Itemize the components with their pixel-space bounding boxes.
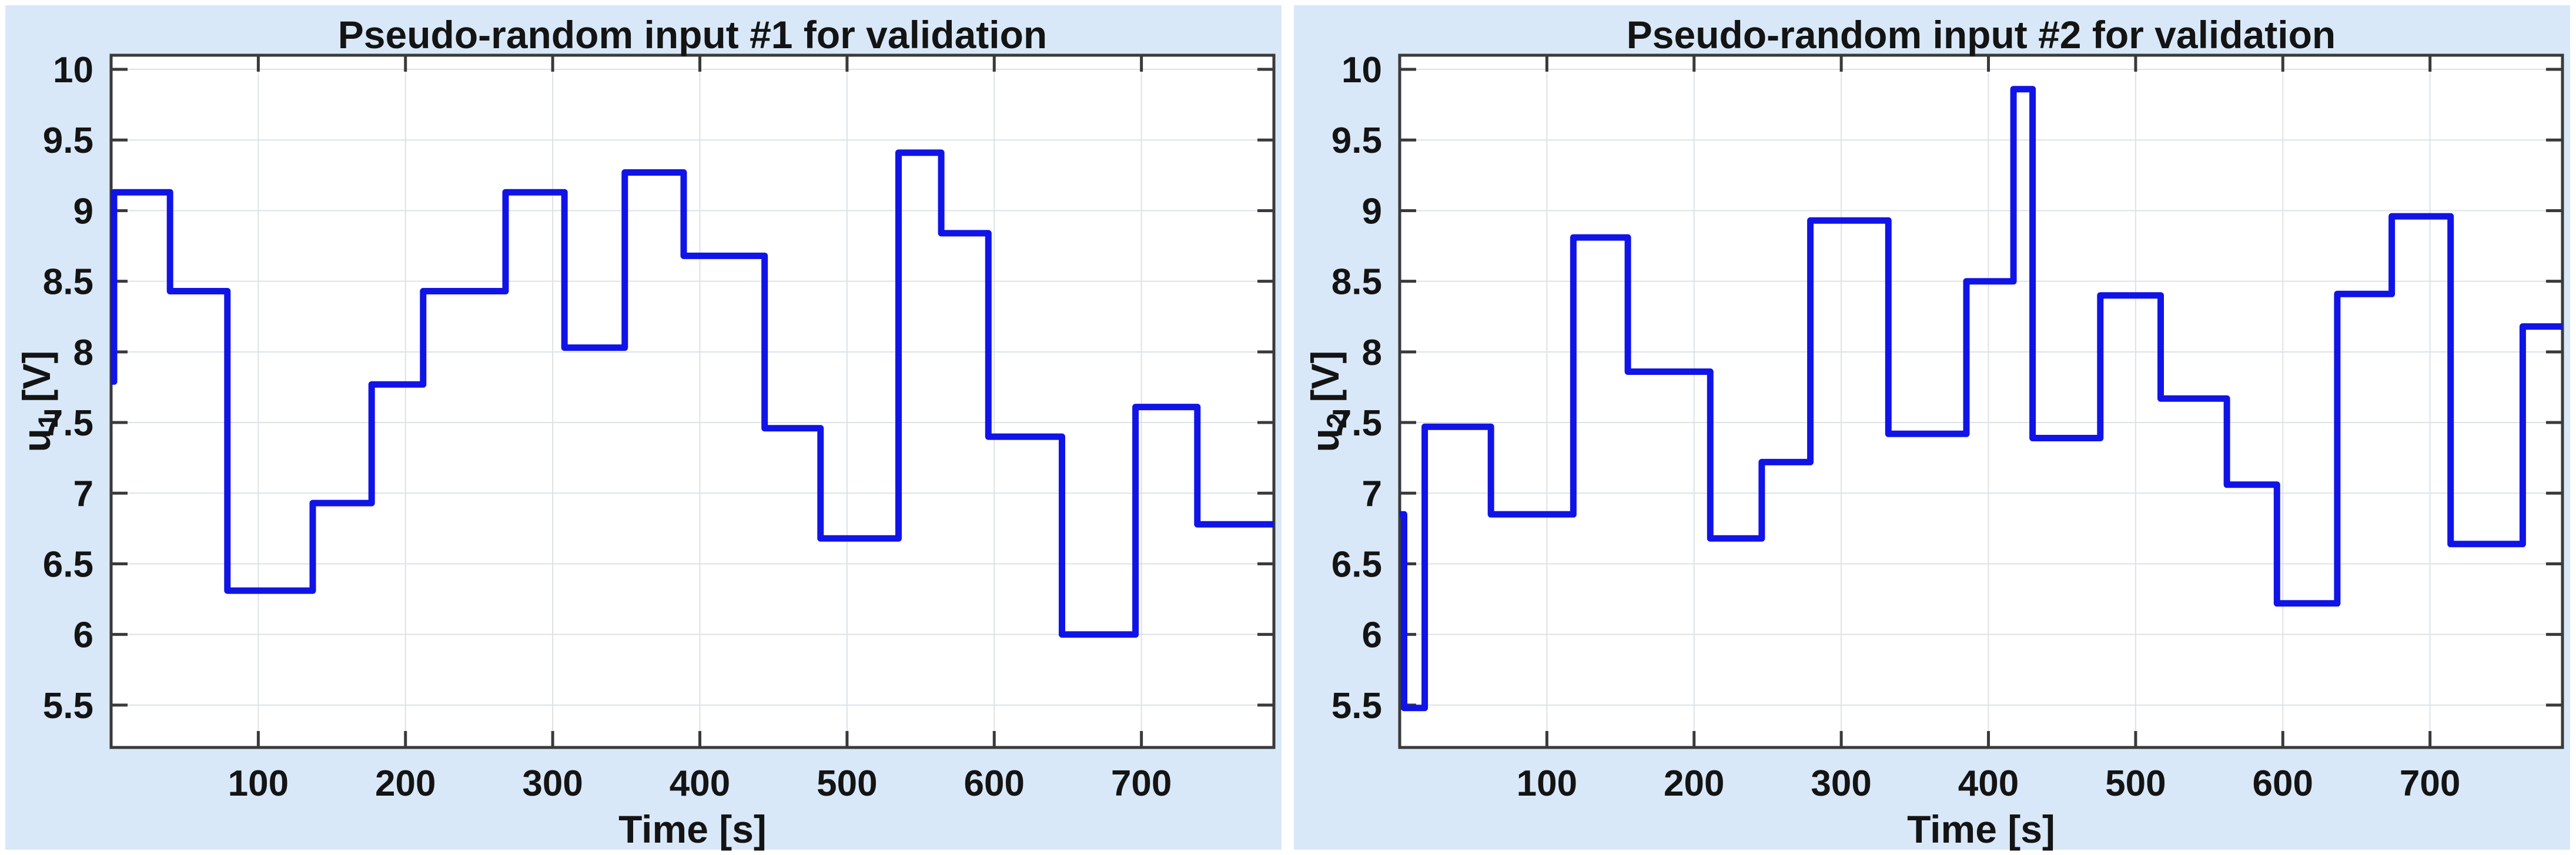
y-label-unit: [V] — [14, 350, 58, 413]
y-tick-label: 10 — [53, 50, 93, 90]
y-tick-label: 6 — [1362, 615, 1382, 656]
x-tick-label: 600 — [964, 763, 1025, 804]
plot-area — [1400, 55, 2562, 747]
y-tick-label: 9 — [73, 191, 93, 232]
x-tick-label: 200 — [375, 763, 436, 804]
y-tick-label: 9 — [1362, 191, 1382, 232]
x-tick-label: 500 — [817, 763, 877, 804]
x-tick-label: 100 — [1517, 763, 1577, 804]
x-tick-label: 200 — [1664, 763, 1724, 804]
y-tick-label: 7.5 — [1332, 403, 1382, 444]
chart-panel-1: 100 200 300 400 500 600 700 5.5 6 6.5 7 7.5 8 8.5 9 9.5… — [5, 5, 1282, 850]
plot-area — [111, 55, 1274, 747]
x-tick-label: 700 — [2400, 763, 2460, 804]
y-axis-label: u2 [V] — [1303, 350, 1353, 452]
y-label-unit: [V] — [1303, 350, 1347, 413]
y-tick-label: 8 — [1362, 333, 1382, 373]
x-tick-label: 100 — [228, 763, 289, 804]
axes-box — [109, 53, 1276, 749]
y-tick-label: 7 — [73, 474, 93, 514]
y-tick-label: 7.5 — [43, 403, 93, 444]
y-tick-label: 5.5 — [1332, 686, 1382, 726]
y-tick-label: 8.5 — [1332, 262, 1382, 303]
y-tick-label: 5.5 — [43, 686, 93, 726]
plot-canvas-1: 100 200 300 400 500 600 700 5.5 6 6.5 7 7.5 8 8.5 9 9.5… — [43, 50, 1276, 804]
x-tick-label: 500 — [2105, 763, 2166, 804]
y-tick-label: 6.5 — [1332, 544, 1382, 585]
signal-line — [1400, 86, 2562, 712]
x-axis-label: Time [s] — [1907, 807, 2055, 851]
x-tick-label: 700 — [1111, 763, 1172, 804]
y-tick-label: 8 — [73, 333, 93, 373]
y-tick-label: 10 — [1341, 50, 1382, 90]
y-tick-label: 6.5 — [43, 544, 93, 585]
y-tick-label: 6 — [73, 615, 93, 656]
y-label-subscript: 2 — [1322, 413, 1353, 429]
chart-title: Pseudo-random input #1 for validation — [337, 13, 1048, 56]
x-tick-label: 300 — [522, 763, 583, 804]
y-axis-label: u1 [V] — [14, 350, 65, 452]
axes-box — [1398, 53, 2564, 749]
x-tick-label: 300 — [1811, 763, 1871, 804]
y-label-base: u — [14, 428, 58, 452]
y-tick-label: 9.5 — [1332, 120, 1382, 161]
y-tick-label: 7 — [1362, 474, 1382, 514]
plot-canvas-2: 100 200 300 400 500 600 700 5.5 6 6.5 7 7.5 8 8.5 9 9.5… — [1332, 50, 2564, 804]
chart-panel-2: 100 200 300 400 500 600 700 5.5 6 6.5 7 7.5 8 8.5 9 9.5… — [1294, 5, 2570, 850]
y-label-subscript: 1 — [33, 413, 65, 429]
signal-line — [111, 149, 1274, 638]
y-tick-label: 9.5 — [43, 120, 93, 161]
x-tick-label: 600 — [2253, 763, 2313, 804]
y-tick-label: 8.5 — [43, 262, 93, 303]
x-tick-label: 400 — [670, 763, 730, 804]
chart-title: Pseudo-random input #2 for validation — [1626, 13, 2336, 56]
x-axis-label: Time [s] — [618, 807, 767, 851]
y-label-base: u — [1303, 428, 1347, 452]
x-tick-label: 400 — [1958, 763, 2019, 804]
